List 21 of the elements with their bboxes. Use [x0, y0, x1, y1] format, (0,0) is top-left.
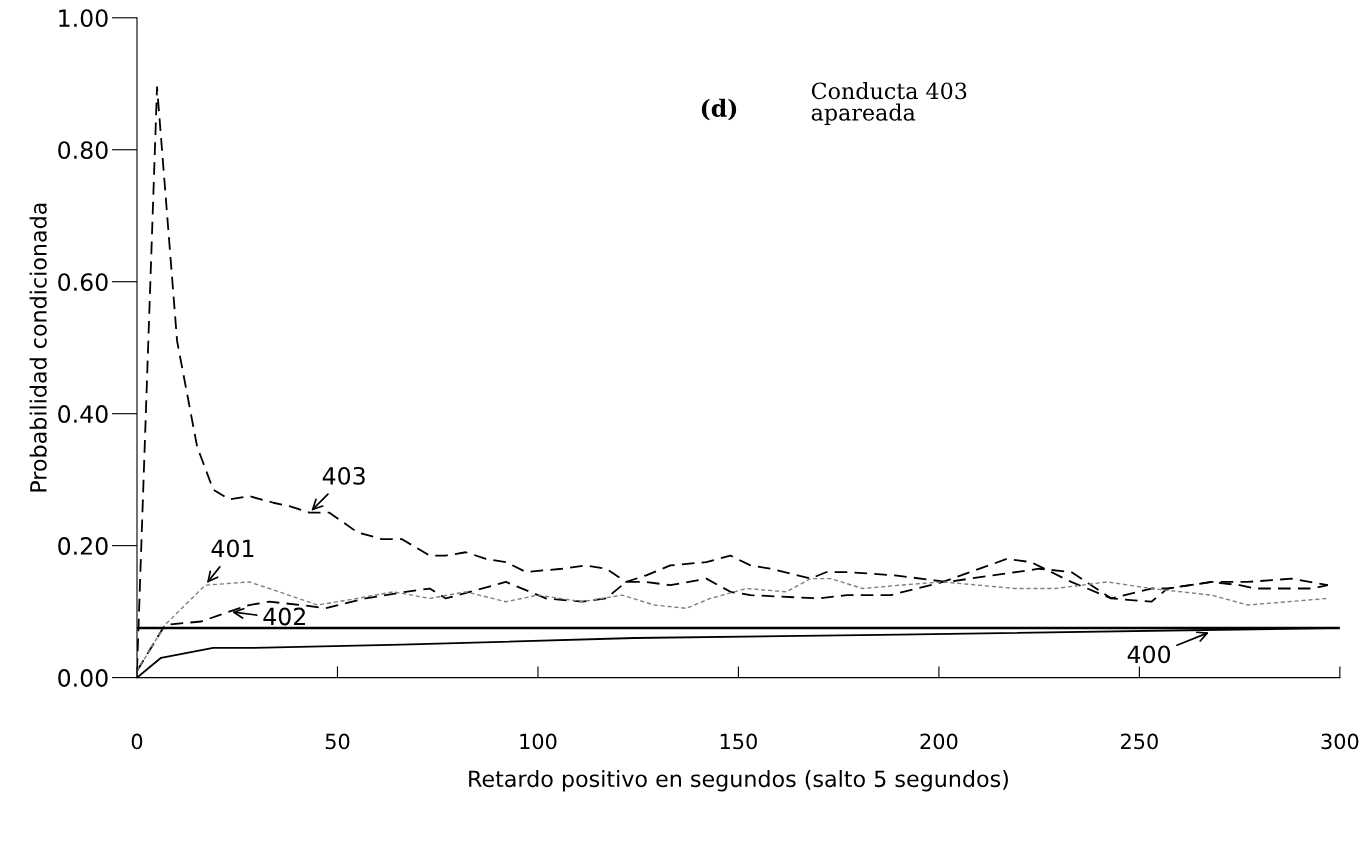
x-tick-label: 100: [520, 733, 557, 750]
x-tick-label: 200: [920, 733, 958, 750]
y-axis-title: Probabilidad condicionada: [29, 203, 47, 492]
y-tick-label: 0.20: [58, 537, 108, 555]
y-tick-label: 0.60: [58, 273, 108, 292]
annotation: 402: [263, 607, 305, 626]
x-tick-label: 300: [1321, 733, 1359, 750]
y-tick-label: 0.00: [58, 669, 108, 687]
x-tick-label: 150: [720, 733, 757, 750]
annotation: 401: [211, 539, 254, 558]
y-tick-label: 0.80: [58, 141, 108, 160]
annotation: (d): [701, 98, 737, 121]
annotation: Conducta 403 apareada: [811, 82, 967, 126]
x-axis-title: Retardo positivo en segundos (salto 5 segundos): [469, 769, 1008, 792]
x-tick-label: 50: [325, 733, 350, 750]
y-tick-label: 1.00: [59, 9, 108, 28]
annotation: 400: [1127, 645, 1171, 664]
annotation: 403: [322, 466, 365, 485]
x-tick-label: 0: [131, 733, 143, 750]
x-tick-label: 250: [1121, 733, 1158, 750]
y-tick-label: 0.40: [58, 405, 108, 423]
